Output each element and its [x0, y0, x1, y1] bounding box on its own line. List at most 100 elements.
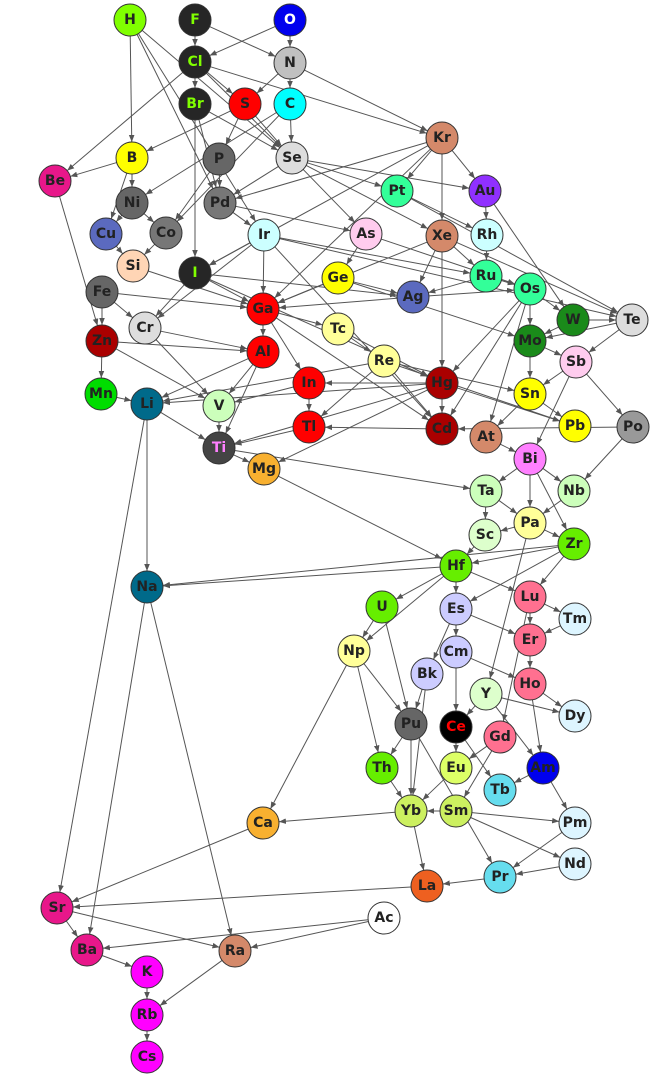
node-circle [273, 46, 307, 80]
element-node: Na [130, 570, 164, 604]
edge [117, 293, 248, 310]
node-label: Ce [446, 719, 466, 735]
element-node: Yb [394, 794, 428, 828]
element-node: Hf [439, 549, 473, 583]
node-label: Ba [77, 942, 97, 958]
node-circle [559, 345, 593, 379]
element-node: Br [178, 87, 212, 121]
node-circle [558, 699, 592, 733]
edge [279, 237, 471, 275]
edge [500, 443, 516, 453]
edge [489, 538, 527, 679]
node-circle [558, 409, 592, 443]
node-circle [557, 527, 591, 561]
element-node: Mg [247, 452, 281, 486]
node-circle [513, 324, 547, 358]
element-node: Ca [246, 806, 280, 840]
element-node: Nd [558, 847, 592, 881]
element-node: Nb [557, 474, 591, 508]
edge [450, 302, 522, 416]
node-circle [425, 219, 459, 253]
element-node: Ta [469, 474, 503, 508]
node-circle [615, 303, 649, 337]
node-label: At [477, 429, 495, 445]
node-label: Ra [225, 943, 245, 959]
edge [162, 545, 559, 588]
element-node: Li [130, 387, 164, 421]
node-circle [556, 303, 590, 337]
node-circle [367, 344, 401, 378]
node-circle [115, 141, 149, 175]
node-label: B [127, 150, 138, 166]
node-circle [84, 377, 118, 411]
node-label: Cd [432, 421, 452, 437]
node-circle [410, 657, 444, 691]
node-label: Ga [253, 301, 274, 317]
node-label: K [142, 964, 154, 980]
edge [586, 373, 623, 416]
node-label: Cs [138, 1049, 157, 1065]
node-circle [38, 164, 72, 198]
node-circle [513, 580, 547, 614]
node-label: Pt [389, 183, 406, 199]
node-label: Tc [330, 321, 346, 337]
element-node: Si [116, 249, 150, 283]
edge [362, 620, 374, 638]
node-label: As [356, 226, 375, 242]
element-node: Am [526, 751, 560, 785]
edge [469, 551, 561, 602]
edge [159, 960, 223, 1006]
node-label: U [376, 599, 387, 615]
edge [422, 778, 445, 801]
node-circle [178, 3, 212, 37]
edge [162, 363, 369, 403]
edge [304, 69, 428, 132]
node-circle [349, 217, 383, 251]
edge [115, 214, 123, 223]
element-node: Hg [425, 366, 459, 400]
edge [174, 171, 211, 221]
edge [390, 780, 403, 799]
node-circle [113, 3, 147, 37]
node-circle [396, 280, 430, 314]
element-node: La [410, 869, 444, 903]
edge [155, 284, 185, 317]
element-node: Ra [218, 934, 252, 968]
edge [470, 657, 516, 679]
element-node: O [273, 3, 307, 37]
node-label: Pr [491, 869, 508, 885]
node-label: Mn [89, 386, 113, 402]
node-circle [616, 410, 650, 444]
edge [58, 419, 145, 893]
node-circle [380, 174, 414, 208]
edge [72, 886, 412, 910]
node-label: I [192, 265, 197, 281]
edge [162, 566, 441, 589]
node-label: Cr [136, 320, 153, 336]
edge [278, 389, 428, 463]
edge [588, 329, 620, 353]
node-label: Cu [96, 226, 116, 242]
edge [277, 283, 324, 304]
node-circle [558, 602, 592, 636]
edge [411, 197, 473, 229]
element-node: Ti [202, 431, 236, 465]
edge [274, 148, 431, 299]
node-circle [202, 142, 236, 176]
edge [209, 26, 276, 56]
edge [544, 347, 562, 356]
edge [101, 955, 133, 967]
node-label: Sr [49, 900, 66, 916]
node-label: Kr [433, 130, 451, 146]
node-circle [292, 366, 326, 400]
node-label: Ti [212, 440, 226, 456]
edge [210, 66, 427, 134]
node-circle [89, 217, 123, 251]
edge [161, 358, 249, 398]
edge [539, 555, 565, 586]
node-circle [178, 256, 212, 290]
node-circle [470, 218, 504, 252]
node-circle [367, 901, 401, 935]
node-label: H [124, 12, 136, 28]
edge [544, 625, 561, 634]
